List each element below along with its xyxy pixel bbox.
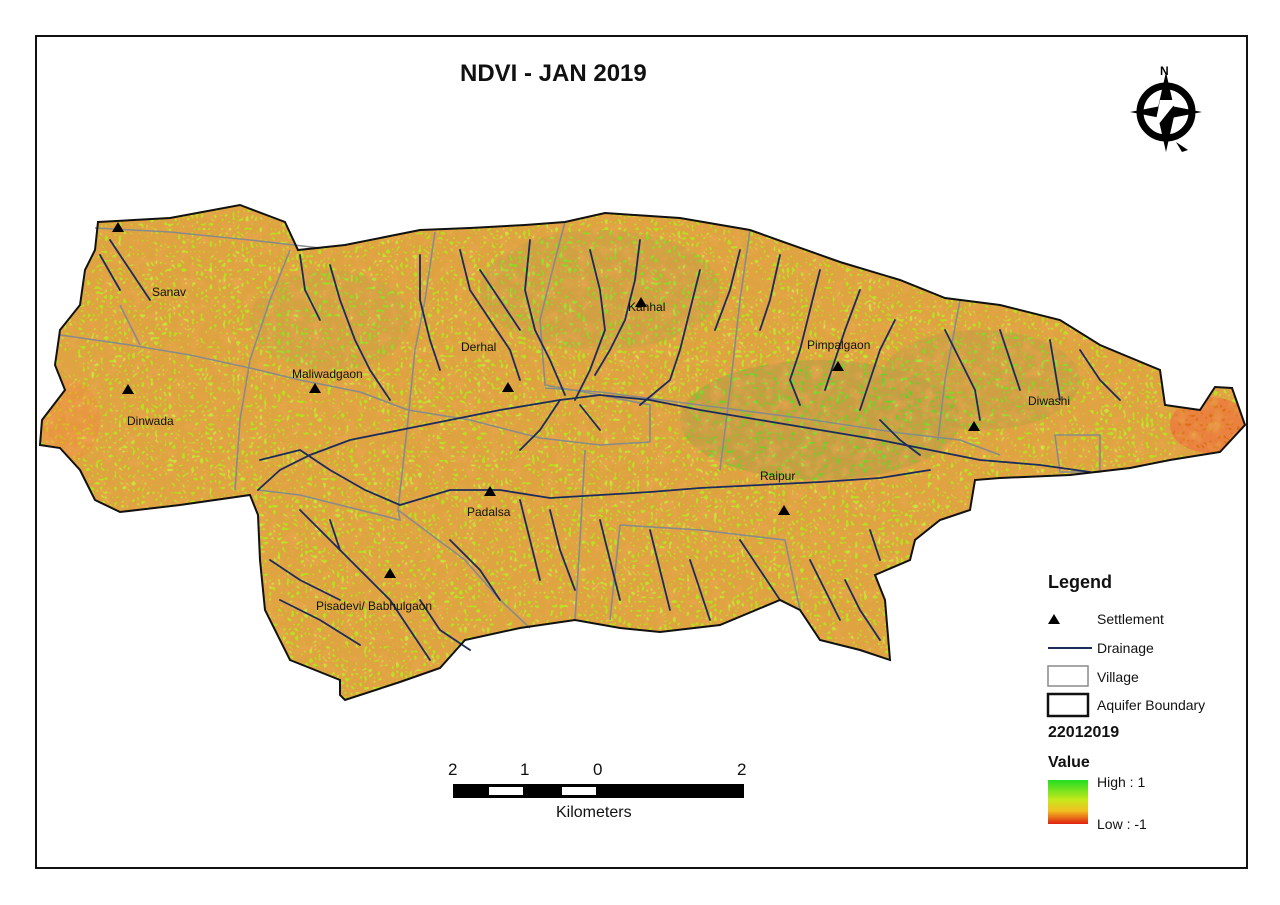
settlement-marker xyxy=(309,383,321,393)
map-frame xyxy=(35,35,1248,869)
settlement-marker xyxy=(122,384,134,394)
legend-village-label: Village xyxy=(1097,669,1139,685)
village-label: Kanhal xyxy=(628,300,665,314)
settlement-legend-icon xyxy=(1048,614,1060,624)
village-legend-box xyxy=(1047,665,1089,687)
settlement-marker xyxy=(502,382,514,392)
scale-tick-label: 1 xyxy=(520,760,530,779)
scale-bar: 2 1 0 2 Kilometers xyxy=(440,760,760,830)
legend-settlement-label: Settlement xyxy=(1097,611,1164,627)
legend-aquifer-label: Aquifer Boundary xyxy=(1097,697,1206,713)
village-label: Diwashi xyxy=(1028,394,1070,408)
settlements xyxy=(112,222,980,578)
village-label: Pisadevi/ Babhulgaon xyxy=(316,599,432,613)
svg-text:N: N xyxy=(1160,64,1169,78)
raster-name: 22012019 xyxy=(1048,724,1120,741)
map-title: NDVI - JAN 2019 xyxy=(460,60,647,87)
legend: Legend Settlement Drainage Village Aquif… xyxy=(1040,570,1240,840)
aquifer-boundary xyxy=(38,203,1247,702)
village-label: Maliwadgaon xyxy=(292,367,363,381)
village-label: Pimpalgaon xyxy=(807,338,870,352)
village-label: Padalsa xyxy=(467,505,511,519)
village-label: Dinwada xyxy=(127,414,174,428)
ramp-high-label: High : 1 xyxy=(1097,774,1146,790)
settlement-marker xyxy=(778,505,790,515)
drainage-network xyxy=(99,239,1121,661)
settlement-marker xyxy=(484,486,496,496)
ramp-low-label: Low : -1 xyxy=(1097,816,1147,832)
settlement-marker xyxy=(968,421,980,431)
settlement-marker xyxy=(384,568,396,578)
scale-tick-label: 0 xyxy=(593,760,603,779)
scale-tick-label: 2 xyxy=(448,760,458,779)
raster-value-label: Value xyxy=(1048,754,1090,771)
settlement-marker xyxy=(635,297,647,307)
village-boundaries xyxy=(59,221,1101,629)
village-label: Raipur xyxy=(760,469,795,483)
aquifer-legend-box xyxy=(1046,692,1090,718)
scale-unit: Kilometers xyxy=(556,804,632,821)
legend-drainage-label: Drainage xyxy=(1097,640,1154,656)
village-label: Derhal xyxy=(461,340,496,354)
ndvi-color-ramp xyxy=(1048,780,1088,824)
settlement-marker xyxy=(112,222,124,232)
village-label: Sanav xyxy=(152,285,186,299)
north-arrow-icon: N xyxy=(1130,64,1202,152)
legend-title: Legend xyxy=(1048,572,1113,592)
village-labels: Sanav Maliwadgaon Derhal Kanhal Pimpalga… xyxy=(127,285,1070,613)
scale-tick-label: 2 xyxy=(737,760,747,779)
settlement-marker xyxy=(832,361,844,371)
